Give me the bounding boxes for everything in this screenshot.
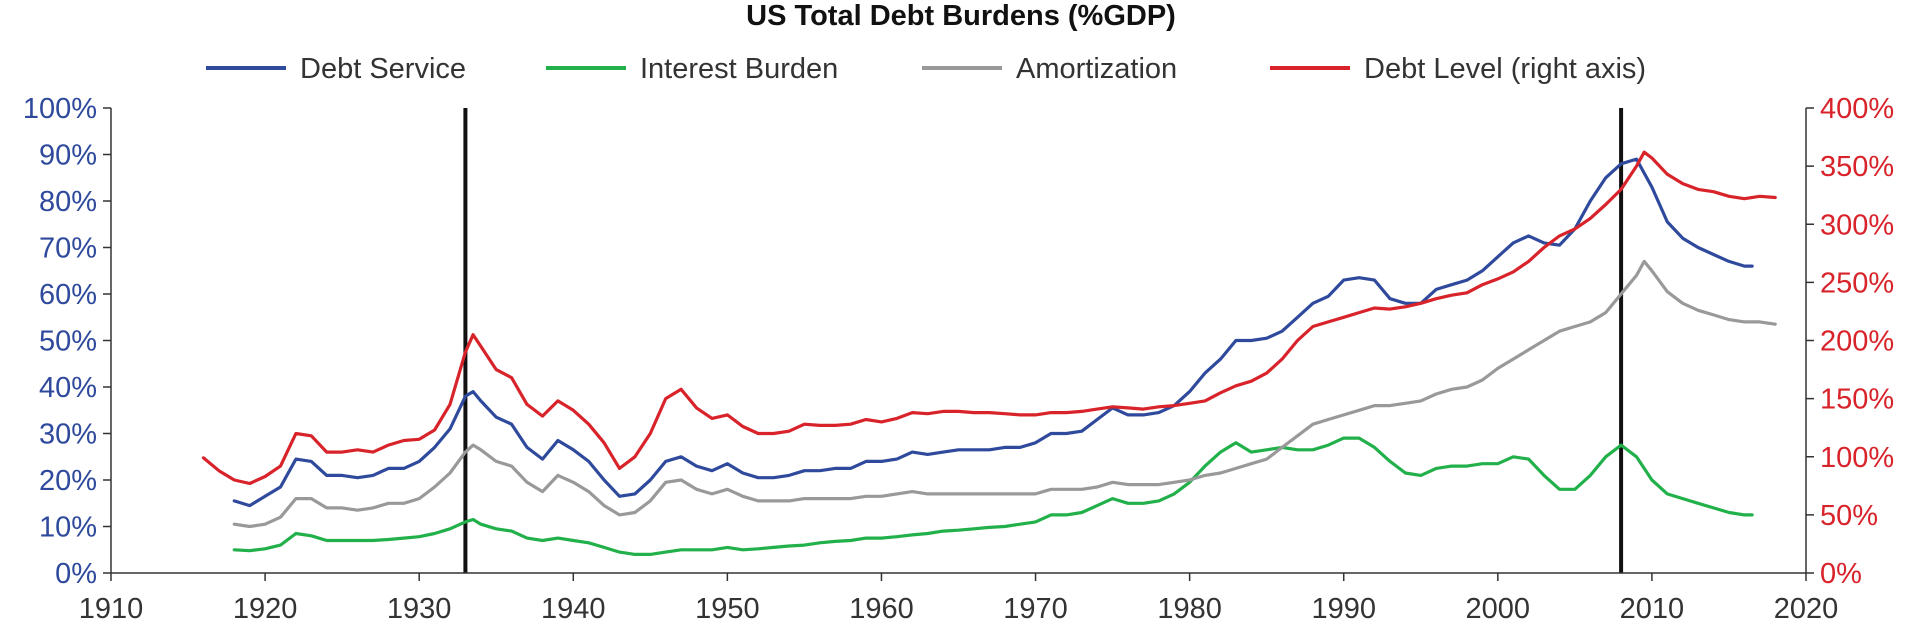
x-tick-label: 1920 (233, 593, 298, 625)
left-tick-label: 50% (39, 326, 97, 358)
left-tick-label: 30% (39, 419, 97, 451)
left-tick-label: 100% (23, 93, 97, 125)
series-line-amortization (232, 259, 1777, 529)
tick-labels: 0% 10% 20% 30% 40% 50% 60% 70% 80% 90% 100% 0% 50% 10… (23, 93, 1894, 625)
series-line-debt-level-right-axis (201, 150, 1777, 486)
axes (103, 107, 1814, 581)
x-tick-label: 1930 (387, 593, 452, 625)
chart-title: US Total Debt Burdens (%GDP) (746, 0, 1176, 32)
legend-label: Interest Burden (640, 53, 838, 85)
x-tick-label: 1970 (1003, 593, 1068, 625)
right-tick-label: 100% (1820, 442, 1894, 474)
series-line-interest-burden (232, 436, 1754, 556)
x-tick-label: 1940 (541, 593, 606, 625)
x-tick-label: 1910 (79, 593, 144, 625)
right-tick-label: 150% (1820, 384, 1894, 416)
left-tick-label: 90% (39, 140, 97, 172)
left-tick-label: 10% (39, 512, 97, 544)
right-tick-label: 50% (1820, 500, 1878, 532)
right-tick-label: 0% (1820, 558, 1862, 590)
series-lines (201, 150, 1777, 556)
legend-label: Debt Level (right axis) (1364, 53, 1646, 85)
right-tick-label: 200% (1820, 326, 1894, 358)
right-tick-label: 300% (1820, 209, 1894, 241)
x-tick-label: 1980 (1157, 593, 1222, 625)
left-tick-label: 0% (55, 558, 97, 590)
x-tick-label: 2020 (1774, 593, 1839, 625)
right-tick-label: 400% (1820, 93, 1894, 125)
left-tick-label: 70% (39, 233, 97, 265)
legend-label: Amortization (1016, 53, 1177, 85)
x-tick-label: 1950 (695, 593, 760, 625)
left-tick-label: 60% (39, 279, 97, 311)
series-line-debt-service (232, 157, 1754, 508)
x-tick-label: 2010 (1620, 593, 1685, 625)
right-tick-label: 250% (1820, 267, 1894, 299)
vertical-markers (463, 108, 1624, 573)
x-tick-label: 1990 (1311, 593, 1376, 625)
right-tick-label: 350% (1820, 151, 1894, 183)
legend: Debt Service Interest Burden Amortization D… (206, 53, 1646, 85)
left-tick-label: 80% (39, 186, 97, 218)
left-tick-label: 40% (39, 372, 97, 404)
legend-label: Debt Service (300, 53, 466, 85)
left-tick-label: 20% (39, 465, 97, 497)
x-tick-label: 2000 (1466, 593, 1531, 625)
x-tick-label: 1960 (849, 593, 914, 625)
